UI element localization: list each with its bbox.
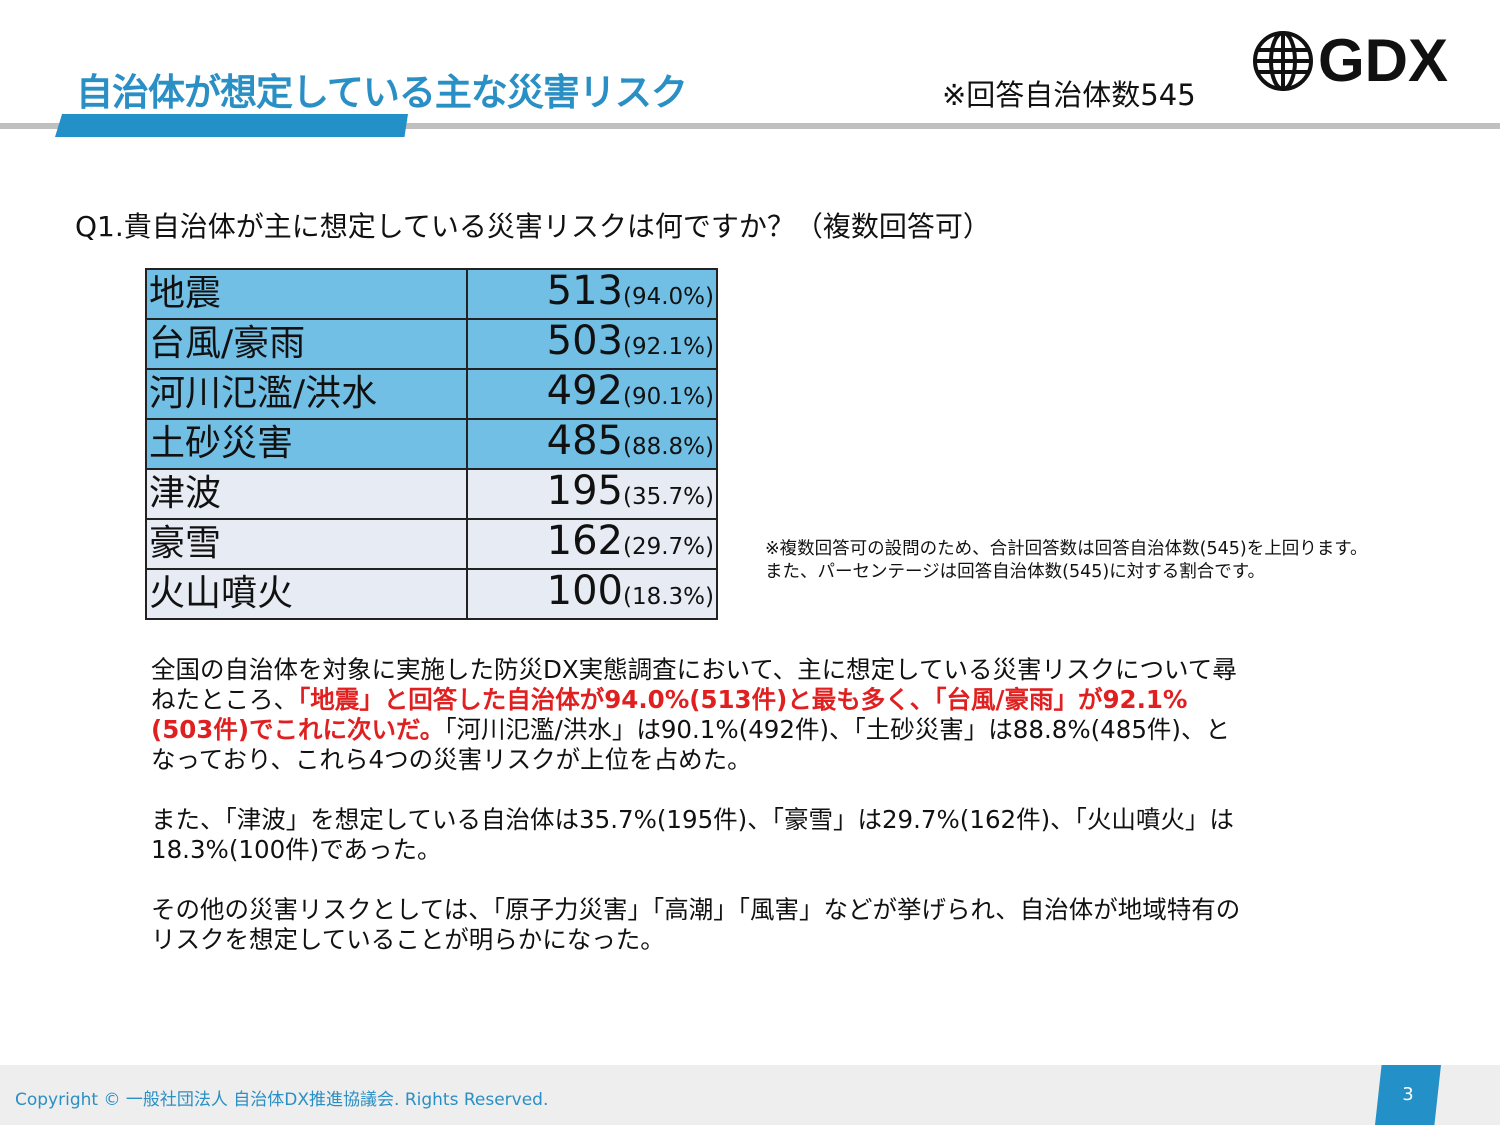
risk-label: 豪雪 — [145, 518, 468, 570]
table-row: 土砂災害 485(88.8%) — [145, 418, 718, 470]
table-row: 台風/豪雨 503(92.1%) — [145, 318, 718, 370]
logo-text: GDX — [1318, 27, 1449, 94]
table-row: 河川氾濫/洪水 492(90.1%) — [145, 368, 718, 420]
percentage: (90.1%) — [622, 384, 714, 410]
risk-value: 503(92.1%) — [466, 318, 718, 370]
percentage: (94.0%) — [622, 284, 714, 310]
percentage: (35.7%) — [622, 484, 714, 510]
globe-icon — [1253, 31, 1313, 91]
page-title: 自治体が想定している主な災害リスク — [76, 71, 688, 114]
table-row: 地震 513(94.0%) — [145, 268, 718, 320]
respondent-count: ※回答自治体数545 — [942, 78, 1196, 112]
table-row: 津波 195(35.7%) — [145, 468, 718, 520]
risk-value: 100(18.3%) — [466, 568, 718, 620]
gdx-logo: GDX — [1252, 30, 1448, 92]
count: 513 — [546, 268, 623, 314]
risk-label: 津波 — [145, 468, 468, 520]
risk-label: 土砂災害 — [145, 418, 468, 470]
risk-value: 195(35.7%) — [466, 468, 718, 520]
footer: Copyright © 一般社団法人 自治体DX推進協議会. Rights Re… — [0, 1065, 1500, 1125]
count: 195 — [546, 468, 623, 514]
highlight-text: 「地震」と回答した自治体が94.0%(513件)と最も多く、「台風/豪雨」が92… — [151, 685, 1188, 744]
count: 162 — [546, 518, 623, 564]
risk-value: 513(94.0%) — [466, 268, 718, 320]
text: 全国の自治体を対象に実施した防災DX実態調査において、主に想定している災害リスク… — [151, 655, 1237, 714]
paragraph: 全国の自治体を対象に実施した防災DX実態調査において、主に想定している災害リスク… — [151, 655, 1246, 775]
percentage: (88.8%) — [622, 434, 714, 460]
header-divider — [0, 123, 1500, 129]
risk-label: 地震 — [145, 268, 468, 320]
table-row: 豪雪 162(29.7%) — [145, 518, 718, 570]
page-number: 3 — [1375, 1065, 1441, 1125]
risk-value: 162(29.7%) — [466, 518, 718, 570]
risk-label: 河川氾濫/洪水 — [145, 368, 468, 420]
risk-table: 地震 513(94.0%) 台風/豪雨 503(92.1%) 河川氾濫/洪水 492(90… — [145, 268, 718, 620]
paragraph: その他の災害リスクとしては、「原子力災害」「高潮」「風害」などが挙げられ、自治体… — [151, 895, 1241, 954]
footnote-line: ※複数回答可の設問のため、合計回答数は回答自治体数(545)を上回ります。 — [765, 539, 1368, 559]
percentage: (92.1%) — [622, 334, 714, 360]
copyright: Copyright © 一般社団法人 自治体DX推進協議会. Rights Re… — [15, 1090, 549, 1110]
footnote: ※複数回答可の設問のため、合計回答数は回答自治体数(545)を上回ります。 また… — [765, 538, 1367, 584]
count: 485 — [546, 418, 623, 464]
percentage: (29.7%) — [622, 534, 714, 560]
risk-value: 492(90.1%) — [466, 368, 718, 420]
count: 492 — [546, 368, 623, 414]
question-text: Q1.貴自治体が主に想定している災害リスクは何ですか？（複数回答可） — [75, 210, 991, 243]
table-row: 火山噴火 100(18.3%) — [145, 568, 718, 620]
risk-label: 火山噴火 — [145, 568, 468, 620]
footnote-line: また、パーセンテージは回答自治体数(545)に対する割合です。 — [765, 562, 1265, 582]
text: 「河川氾濫/洪水」は90.1%(492件)、「土砂災害」は88.8%(485件)… — [151, 715, 1230, 774]
risk-value: 485(88.8%) — [466, 418, 718, 470]
count: 503 — [546, 318, 623, 364]
summary-text: 全国の自治体を対象に実施した防災DX実態調査において、主に想定している災害リスク… — [151, 655, 1246, 985]
paragraph: また、「津波」を想定している自治体は35.7%(195件)、「豪雪」は29.7%… — [151, 805, 1234, 864]
percentage: (18.3%) — [622, 584, 714, 610]
title-accent-bar — [55, 114, 408, 137]
count: 100 — [546, 568, 623, 614]
risk-label: 台風/豪雨 — [145, 318, 468, 370]
